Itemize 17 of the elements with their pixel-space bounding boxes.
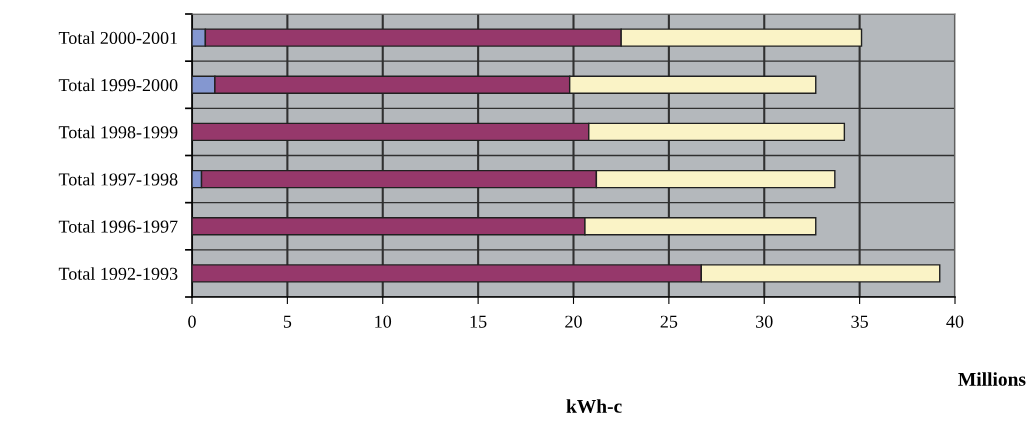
y-tick-label: Total 1999-2000 bbox=[58, 78, 178, 92]
x-tick-label: 10 bbox=[375, 315, 392, 328]
y-tick-label: Total 2000-2001 bbox=[58, 31, 178, 45]
x-tick-label: 15 bbox=[470, 315, 487, 328]
x-tick-label: 30 bbox=[756, 315, 773, 328]
y-tick-label: Total 1992-1993 bbox=[58, 267, 178, 280]
x-tick-label: 25 bbox=[660, 315, 678, 328]
x-axis-title: kWh-c bbox=[566, 399, 622, 413]
y-tick-label: Total 1998-1999 bbox=[58, 125, 178, 139]
y-tick-label: Total 1997-1998 bbox=[58, 172, 178, 186]
x-tick-label: 5 bbox=[283, 315, 292, 328]
y-tick-label: Total 1996-1997 bbox=[58, 219, 178, 233]
x-tick-label: 40 bbox=[946, 315, 964, 328]
text: Millions bbox=[958, 372, 1026, 386]
x-tick-label: 0 bbox=[188, 315, 196, 328]
x-tick-label: 35 bbox=[851, 315, 868, 328]
x-tick-label: 20 bbox=[565, 315, 582, 328]
